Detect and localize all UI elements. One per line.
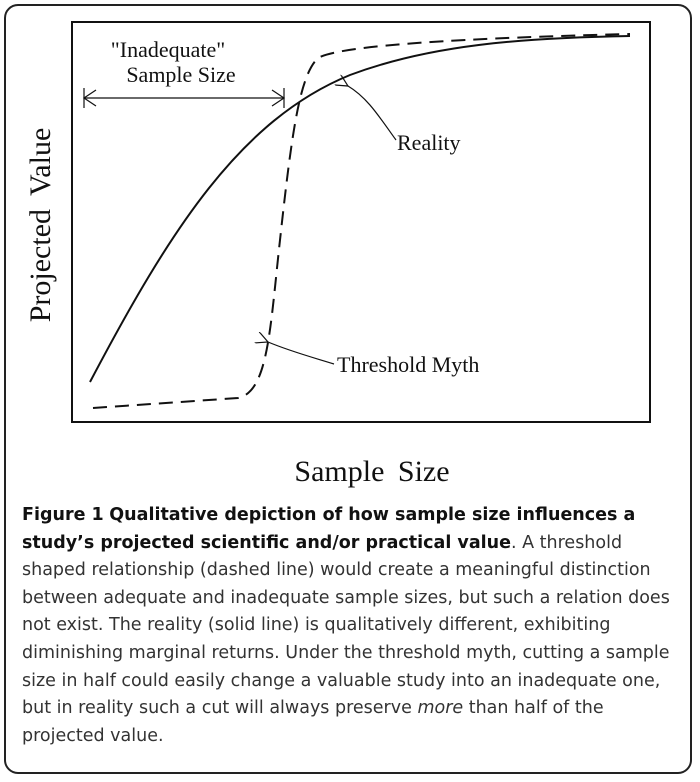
caption-title: Qualitative depiction of how sample size…: [22, 505, 636, 553]
x-axis-label: Sample Size: [294, 455, 449, 488]
figure-caption: Figure 1 Qualitative depiction of how sa…: [22, 502, 682, 750]
figure-diagram: "Inadequate" Sample Size Reality Thresho…: [24, 21, 651, 488]
caption-emphasis: more: [417, 698, 464, 719]
annotation-reality: Reality: [397, 130, 461, 155]
threshold-pointer-arrow: [268, 342, 335, 365]
annotation-inadequate-line2: Sample Size: [126, 62, 235, 87]
plot-area: [71, 21, 651, 423]
caption-label: Figure 1: [22, 505, 104, 525]
threshold-myth-curve: [92, 33, 631, 409]
reality-pointer-arrow: [348, 86, 397, 141]
reality-curve: [89, 35, 631, 383]
caption-body-part1: A threshold shaped relationship (dashed …: [22, 532, 670, 719]
annotation-inadequate-line1: "Inadequate": [111, 37, 225, 62]
caption-period: .: [510, 532, 517, 553]
caption-body-part2: than half of the projected value.: [22, 698, 604, 746]
y-axis-label: Projected Value: [24, 128, 57, 323]
figure-frame: [4, 4, 692, 774]
annotation-threshold-myth: Threshold Myth: [337, 352, 479, 377]
